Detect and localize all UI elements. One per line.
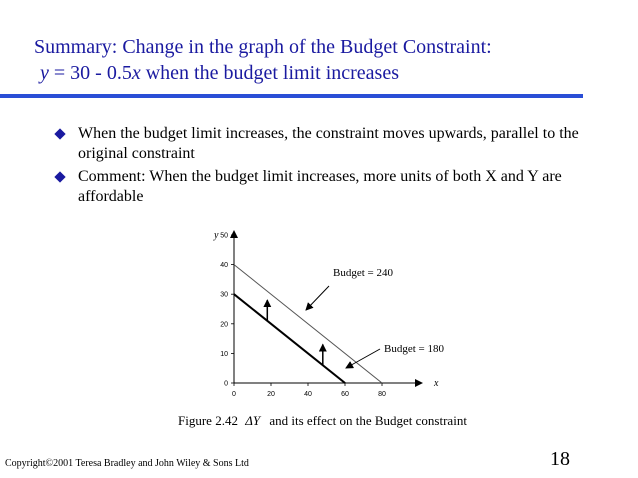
y-tick-label: 30 bbox=[220, 292, 228, 299]
budget-180-line bbox=[233, 293, 346, 384]
y-tick-label: 0 bbox=[224, 381, 228, 388]
y-tick-label: 40 bbox=[220, 262, 228, 269]
equation-mid: = 30 - 0.5 bbox=[48, 62, 132, 84]
budget-240-line bbox=[233, 264, 383, 384]
equation-y: y bbox=[40, 62, 49, 84]
title-equation: y = 30 - 0.5x when the budget limit incr… bbox=[34, 60, 492, 86]
bullet-text: When the budget limit increases, the con… bbox=[78, 125, 579, 162]
y-axis-label: y bbox=[213, 230, 219, 241]
bullet-text: Comment: When the budget limit increases… bbox=[78, 168, 562, 205]
caption-symbol: ΔY bbox=[245, 413, 261, 428]
y-tick-label: 10 bbox=[220, 351, 228, 358]
bullet-item: When the budget limit increases, the con… bbox=[52, 124, 612, 164]
x-tick-label: 20 bbox=[267, 391, 275, 398]
bullet-list: When the budget limit increases, the con… bbox=[52, 124, 612, 210]
y-tick-label: 20 bbox=[220, 321, 228, 328]
equation-x: x bbox=[131, 62, 141, 84]
budget-240-label: Budget = 240 bbox=[333, 267, 393, 279]
y-tick-label: 50 bbox=[220, 233, 228, 240]
x-tick-label: 80 bbox=[378, 391, 386, 398]
page-number: 18 bbox=[550, 448, 570, 470]
caption-prefix: Figure 2.42 bbox=[178, 413, 238, 428]
x-tick-label: 40 bbox=[304, 391, 312, 398]
equation-rest: when the budget limit increases bbox=[140, 62, 399, 84]
x-tick-label: 0 bbox=[232, 391, 236, 398]
slide-title: Summary: Change in the graph of the Budg… bbox=[34, 34, 492, 86]
copyright-footer: Copyright©2001 Teresa Bradley and John W… bbox=[5, 458, 249, 469]
x-axis-label: x bbox=[433, 378, 439, 389]
annotation-pointer bbox=[345, 348, 381, 369]
annotation-pointer bbox=[305, 285, 330, 311]
bullet-item: Comment: When the budget limit increases… bbox=[52, 167, 612, 207]
x-tick-label: 60 bbox=[341, 391, 349, 398]
caption-suffix: and its effect on the Budget constraint bbox=[269, 413, 467, 428]
title-divider bbox=[0, 94, 583, 98]
budget-180-label: Budget = 180 bbox=[384, 343, 444, 355]
title-line-1: Summary: Change in the graph of the Budg… bbox=[34, 36, 492, 58]
figure-caption: Figure 2.42 ΔY and its effect on the Bud… bbox=[178, 413, 467, 429]
